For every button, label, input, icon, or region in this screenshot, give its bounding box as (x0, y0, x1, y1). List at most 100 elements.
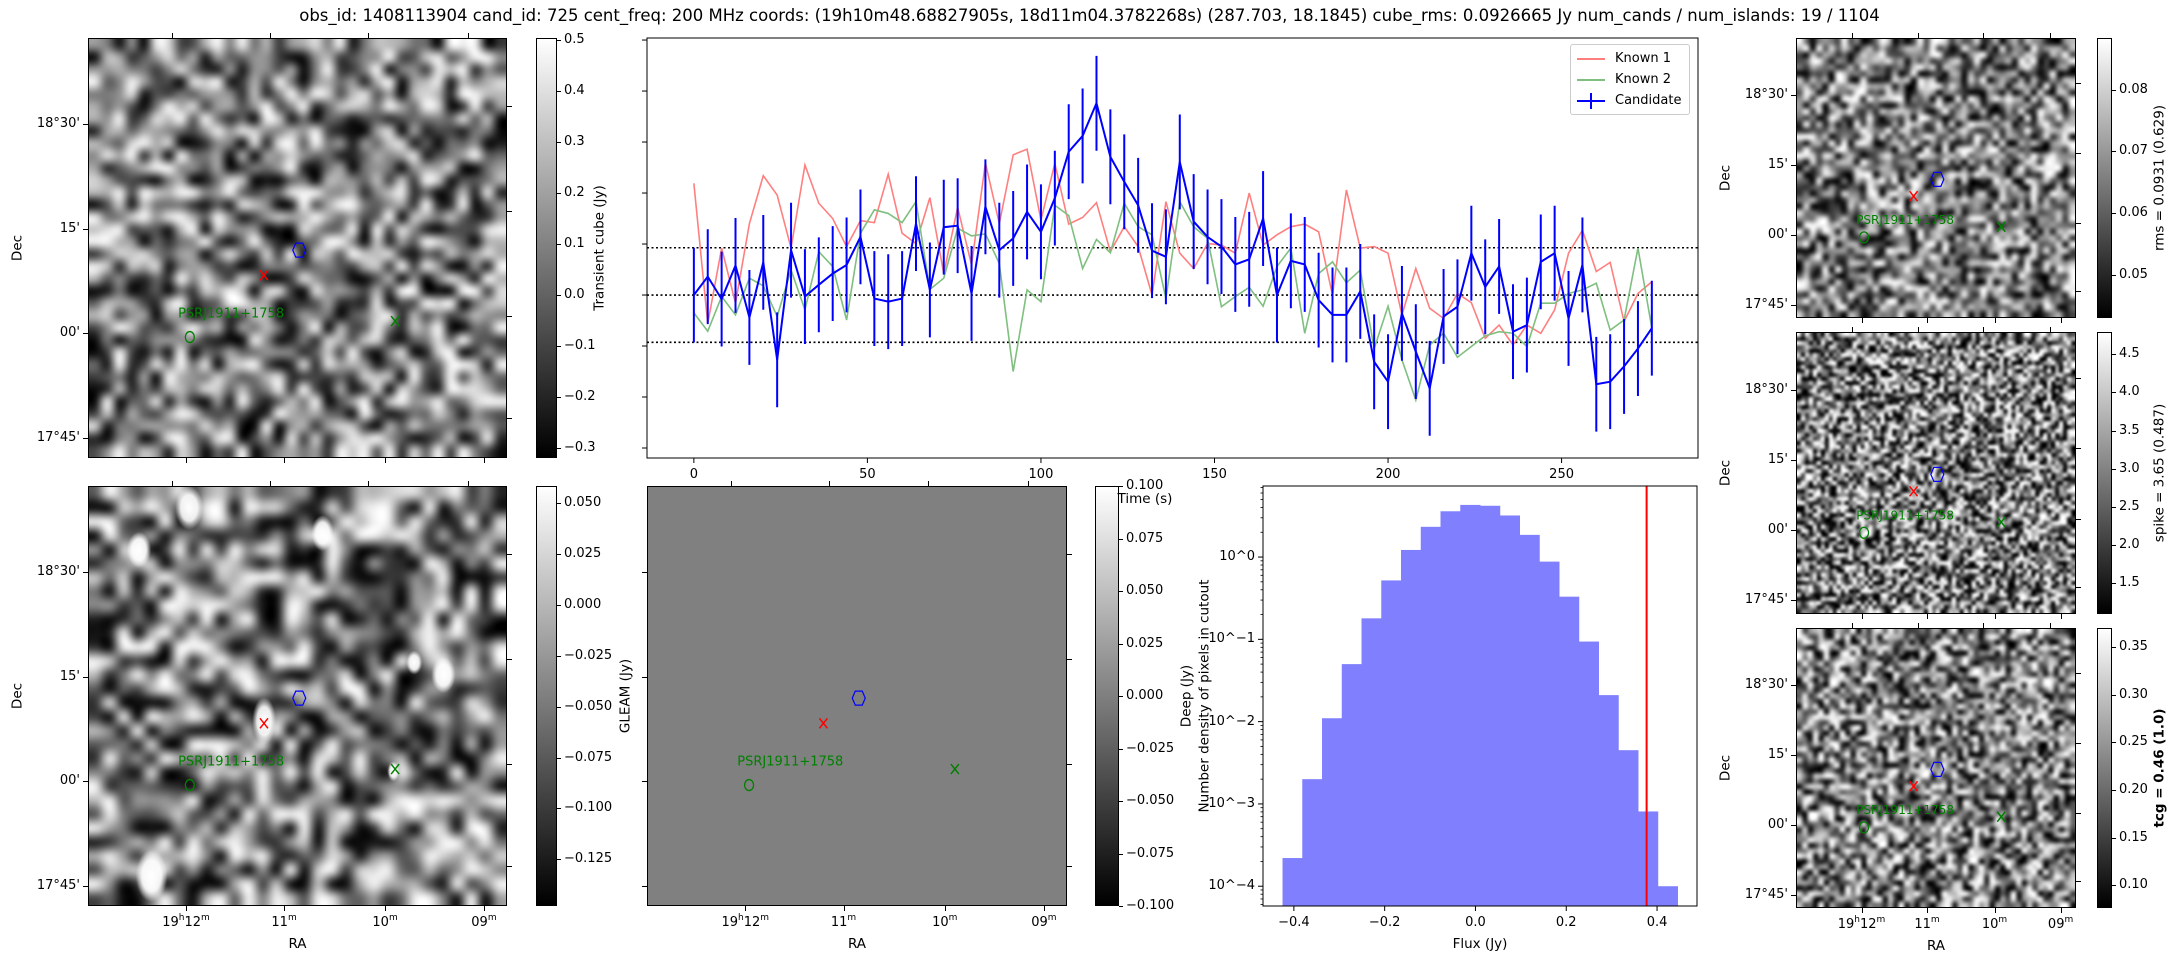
colorbar-tick (1119, 486, 1123, 487)
ra-tick (1994, 318, 1996, 323)
ra-tick (1861, 318, 1863, 323)
colorbar-tick (557, 243, 561, 245)
ra-tick-top (1852, 327, 1853, 332)
colorbar-tick-label: 0.0 (564, 286, 585, 302)
dec-tick-label: 17°45' (36, 877, 80, 893)
dec-tick-right (1067, 866, 1072, 868)
colorbar-tick (557, 859, 561, 861)
colorbar-tick-label: 0.050 (564, 495, 602, 511)
known-source-marker-stroke (1996, 516, 2006, 528)
histogram-xtick-label: 0.2 (1556, 915, 1577, 930)
candidate-contour (292, 690, 307, 706)
dec-tick-right (1067, 554, 1072, 556)
colorbar-tick (2112, 354, 2116, 356)
histogram-ytick-label: 10^−4 (1208, 878, 1255, 894)
dec-tick-right (507, 418, 512, 420)
ra-tick-top (269, 481, 271, 486)
colorbar-tick (1119, 906, 1123, 907)
ra-tick (944, 906, 946, 911)
ra-tick-top (2049, 33, 2051, 38)
histogram-bar (1302, 779, 1323, 906)
ra-tick (483, 458, 485, 463)
deep-colorbar (536, 486, 557, 906)
ra-tick (1043, 906, 1045, 911)
candidate-position-marker-stroke (1909, 190, 1919, 202)
dec-tick-right (507, 554, 512, 556)
dec-tick (642, 885, 647, 887)
colorbar-tick-label: −0.100 (564, 800, 613, 816)
histogram-xtick-label: 0.0 (1465, 915, 1486, 930)
histogram-ytick-label: 10^0 (1219, 549, 1255, 565)
histogram-bar (1598, 695, 1619, 906)
dec-tick-right (2076, 881, 2081, 883)
ra-tick-label: 09m (2047, 915, 2074, 932)
colorbar-tick (2112, 151, 2116, 153)
dec-tick (1791, 95, 1796, 97)
ra-tick-label: 10m (932, 913, 958, 930)
spike-image (1796, 332, 2076, 614)
dec-tick (83, 780, 88, 782)
ra-axis-label: RA (847, 936, 867, 952)
colorbar-tick-label: 0.30 (2119, 686, 2148, 702)
colorbar-tick-label: 0.4 (564, 83, 585, 98)
ra-tick-top (468, 33, 470, 38)
colorbar-tick (557, 808, 561, 810)
ra-tick-top (468, 481, 470, 486)
candidate-position-marker (259, 269, 269, 281)
dec-tick (1791, 685, 1796, 687)
legend-entry: Candidate (1571, 90, 1689, 111)
ra-tick-top (1983, 33, 1985, 38)
colorbar-tick-label: 4.5 (2119, 346, 2140, 362)
dec-tick-right (507, 866, 512, 868)
dec-tick-right (2076, 291, 2081, 293)
pulsar-circle-marker (184, 330, 195, 344)
colorbar-tick (557, 91, 561, 92)
colorbar-tick (557, 40, 561, 42)
dec-tick-label: 17°45' (1744, 886, 1788, 902)
colorbar-tick (2112, 392, 2116, 394)
dec-tick-right (2076, 153, 2081, 155)
ra-tick (1861, 614, 1863, 619)
lightcurve-xtick-label: 150 (1202, 467, 1227, 482)
histogram-bar (1361, 618, 1382, 906)
ra-tick (843, 906, 845, 911)
dec-tick-right (2076, 518, 2081, 520)
colorbar-tick-label: 0.1 (564, 235, 585, 251)
ra-tick (284, 458, 286, 463)
colorbar-tick-label: −0.025 (564, 647, 613, 663)
histogram-axes (1262, 485, 1698, 907)
dec-tick-label: 18°30' (36, 564, 80, 580)
dec-tick (1791, 600, 1796, 602)
colorbar-tick-label: −0.025 (1126, 740, 1175, 756)
tcg-image (1796, 628, 2076, 908)
colorbar-tick-label: 0.35 (2119, 639, 2148, 655)
dec-tick (1791, 460, 1796, 462)
ra-tick (1927, 318, 1929, 323)
candidate-position-marker-stroke (259, 269, 269, 281)
dec-tick-label: 18°30' (36, 116, 80, 132)
colorbar-tick-label: 0.025 (1126, 635, 1164, 651)
dec-tick-right (2076, 448, 2081, 450)
dec-tick-right (2076, 83, 2081, 85)
dec-tick-right (507, 659, 512, 661)
histogram-ytick-label: 10^−1 (1208, 631, 1255, 647)
ra-tick (385, 906, 387, 911)
ra-tick (186, 906, 188, 911)
colorbar-tick (557, 706, 561, 708)
colorbar-tick-label: 0.000 (1126, 688, 1164, 703)
dec-tick-label: 18°30' (1744, 87, 1788, 103)
legend-swatch (1577, 92, 1605, 109)
colorbar-tick-label: 0.15 (2119, 829, 2148, 845)
candidate-position-marker-stroke (259, 717, 269, 729)
series-known-1 (693, 148, 1653, 347)
ra-tick (1994, 908, 1996, 913)
pulsar-circle-marker (184, 778, 195, 792)
colorbar-tick-label: 0.075 (1126, 530, 1164, 546)
colorbar-tick (2112, 789, 2116, 791)
colorbar-tick-label: −0.100 (1126, 898, 1175, 913)
known-source-marker-stroke (950, 763, 960, 775)
dec-tick (642, 780, 647, 782)
ra-tick (745, 906, 747, 911)
colorbar-tick (2112, 430, 2116, 432)
